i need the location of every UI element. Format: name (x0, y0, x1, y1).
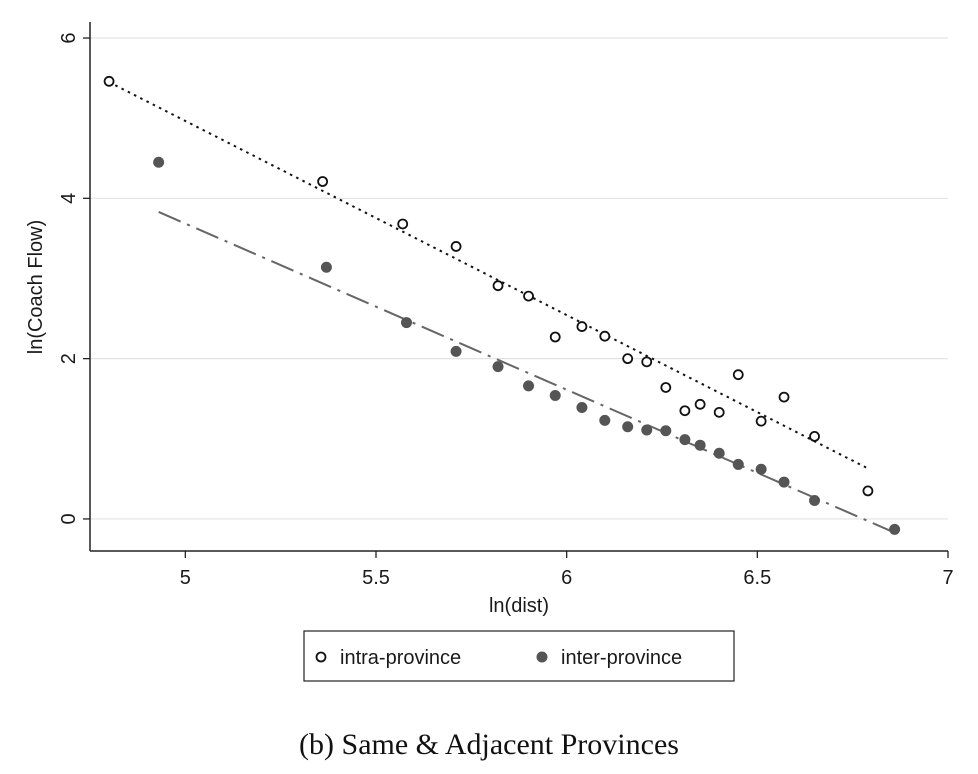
point-intra-province (679, 405, 691, 417)
gridlines (90, 37, 948, 520)
y-axis-title: ln(Coach Flow) (25, 220, 47, 354)
y-tick-label: 4 (58, 193, 80, 204)
plot-area (90, 22, 948, 551)
x-tick-label: 7 (942, 567, 953, 589)
point-intra-province (549, 331, 561, 343)
fit-lines (108, 81, 892, 532)
point-inter-province (679, 434, 691, 446)
y-tick-label: 2 (58, 353, 80, 364)
point-inter-province (641, 424, 653, 436)
point-inter-province (523, 380, 535, 392)
point-intra-province (492, 280, 504, 292)
legend-marker-inter (536, 651, 548, 663)
legend-label-intra: intra-province (340, 647, 461, 669)
point-inter-province (622, 421, 634, 433)
point-inter-province (320, 261, 332, 273)
point-intra-province (599, 330, 611, 342)
x-tick-label: 6 (561, 567, 572, 589)
scatter-chart: 5 5.5 6 6.5 7 0 2 4 6 ln(dist) ln(Coach Flow) i… (25, 22, 954, 682)
point-intra-province (732, 369, 744, 381)
axes (89, 22, 948, 552)
point-inter-province (450, 345, 462, 357)
point-intra-province (317, 176, 329, 187)
point-intra-province (862, 485, 874, 497)
point-intra-province (755, 415, 767, 427)
point-inter-province (549, 390, 561, 402)
point-inter-province (492, 361, 504, 373)
point-inter-province (713, 447, 725, 459)
point-intra-province (450, 241, 462, 252)
fit-line-inter-province (158, 211, 892, 532)
point-inter-province (660, 425, 672, 437)
x-tick-label: 6.5 (743, 567, 771, 589)
point-intra-province (660, 382, 672, 393)
x-ticks: 5 5.5 6 6.5 7 (180, 551, 954, 589)
point-intra-province (713, 406, 725, 418)
point-inter-province (599, 414, 611, 426)
point-inter-province (401, 317, 413, 329)
point-inter-province (778, 476, 790, 488)
y-tick-label: 0 (58, 513, 80, 524)
point-inter-province (153, 156, 165, 168)
point-intra-province (809, 430, 820, 442)
point-intra-province (103, 75, 115, 87)
point-inter-province (576, 402, 588, 414)
y-tick-label: 6 (58, 32, 80, 43)
point-inter-province (694, 439, 706, 451)
legend: intra-province inter-province (303, 630, 735, 682)
legend-box (303, 630, 735, 682)
point-inter-province (889, 523, 901, 535)
point-inter-province (809, 495, 821, 507)
x-tick-label: 5.5 (362, 567, 390, 589)
legend-marker-intra (315, 651, 327, 663)
point-intra-province (397, 218, 409, 230)
x-axis-title: ln(dist) (489, 595, 549, 617)
legend-label-inter: inter-province (561, 647, 682, 669)
figure-caption: (b) Same & Adjacent Provinces (299, 728, 679, 761)
point-intra-province (694, 398, 706, 410)
data-points (103, 75, 901, 535)
point-intra-province (576, 321, 588, 332)
fit-line-intra-province (108, 81, 869, 470)
x-tick-label: 5 (180, 567, 191, 589)
point-intra-province (641, 356, 653, 368)
y-ticks: 0 2 4 6 (58, 32, 90, 525)
point-intra-province (622, 353, 634, 365)
point-inter-province (755, 463, 767, 475)
point-intra-province (778, 391, 790, 403)
point-inter-province (732, 458, 744, 470)
point-intra-province (523, 290, 534, 302)
